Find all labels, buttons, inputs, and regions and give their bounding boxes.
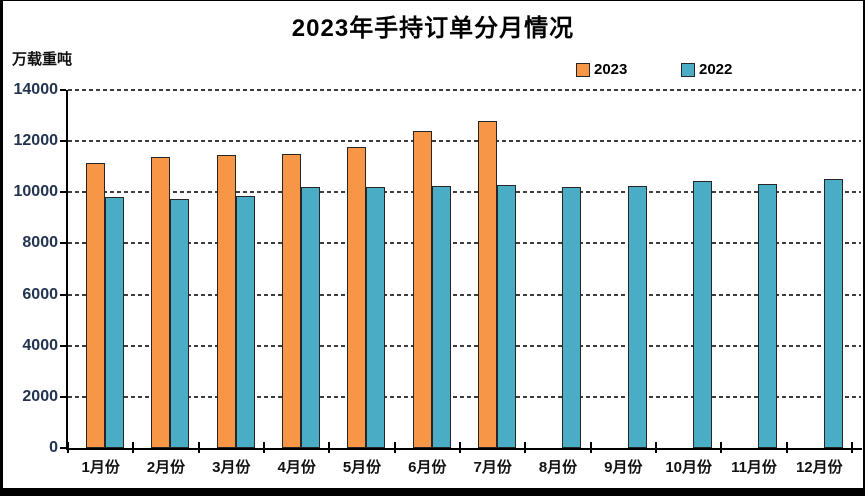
bar-2022-7月份 [497, 184, 516, 448]
bar-2022-3月份 [235, 195, 255, 448]
x-axis-tick [263, 442, 265, 453]
y-tick-label: 12000 [13, 132, 59, 150]
chart-title: 2023年手持订单分月情况 [291, 15, 575, 42]
legend-label-2022: 2022 [699, 61, 733, 78]
legend-item-2022: 2022 [681, 61, 732, 78]
bar-2022-9月份 [627, 186, 647, 448]
bar-2022-10月份 [693, 180, 712, 448]
y-axis-tick [60, 447, 66, 449]
bar-2022-8月份 [562, 187, 582, 448]
bar-2023-6月份 [412, 131, 432, 448]
gridline-6000 [68, 293, 861, 296]
bar-2022-5月份 [366, 187, 386, 448]
bar-2023-5月份 [347, 146, 367, 448]
x-axis-tick [197, 442, 200, 453]
x-tick-label: 5月份 [342, 459, 382, 476]
legend-swatch-2022-icon [681, 62, 695, 77]
bar-2023-1月份 [86, 163, 105, 448]
x-axis-tick [328, 442, 331, 453]
bar-2022-4月份 [301, 186, 320, 448]
bar-2022-2月份 [170, 199, 190, 448]
x-tick-label: 1月份 [81, 459, 120, 476]
y-tick-label: 2000 [22, 387, 58, 405]
x-tick-label: 3月份 [212, 459, 251, 476]
bar-2022-12月份 [823, 178, 843, 448]
x-tick-label: 11月份 [731, 459, 777, 476]
y-axis-tick [60, 242, 66, 245]
y-axis-tick [60, 140, 66, 143]
x-axis-tick [851, 442, 853, 453]
y-axis-line [66, 90, 68, 450]
y-tick-label: 10000 [13, 183, 59, 201]
gridline-8000 [68, 242, 861, 245]
y-axis-tick [60, 395, 66, 398]
legend-swatch-2023-icon [576, 62, 590, 77]
bar-2022-6月份 [431, 186, 451, 448]
y-tick-label: 0 [49, 439, 58, 456]
y-tick-label: 14000 [13, 81, 59, 98]
legend-item-2023: 2023 [576, 61, 627, 78]
y-axis-tick [60, 191, 66, 194]
x-axis-tick [67, 442, 69, 453]
bar-2023-7月份 [478, 121, 497, 448]
x-tick-label: 9月份 [604, 459, 643, 476]
x-tick-label: 6月份 [408, 459, 447, 476]
y-axis-tick [60, 293, 66, 296]
bar-2022-1月份 [105, 197, 124, 448]
x-axis-tick [132, 442, 135, 453]
y-tick-label: 6000 [22, 285, 58, 303]
x-tick-label: 4月份 [277, 459, 316, 476]
gridline-2000 [68, 395, 861, 398]
x-tick-label: 10月份 [665, 459, 712, 476]
legend-label-2023: 2023 [594, 61, 628, 78]
x-tick-label: 7月份 [473, 459, 512, 476]
bar-2023-2月份 [151, 156, 171, 448]
y-tick-label: 8000 [22, 234, 58, 252]
x-axis-tick [720, 442, 723, 453]
x-axis-tick [785, 442, 788, 453]
x-axis-tick [524, 442, 527, 453]
x-axis-tick [655, 442, 657, 453]
y-axis-unit-label: 万载重吨 [12, 51, 73, 68]
bar-2023-4月份 [282, 153, 301, 448]
gridline-4000 [68, 344, 861, 347]
y-axis-tick [60, 344, 66, 347]
x-tick-label: 8月份 [538, 459, 578, 476]
gridline-14000 [68, 89, 861, 91]
x-axis-tick [589, 442, 592, 453]
y-axis-tick [60, 89, 66, 91]
y-tick-label: 4000 [22, 336, 58, 354]
plot-area: 0 2000 4000 6000 8000 10000 12000 14000 1月份 2月份 3月… [14, 81, 862, 476]
gridline-12000 [68, 140, 861, 143]
x-tick-label: 12月份 [795, 459, 843, 476]
bar-2022-11月份 [758, 184, 778, 448]
x-axis-tick [459, 442, 461, 453]
x-axis-tick [393, 442, 396, 453]
x-axis-line [66, 448, 862, 450]
gridline-10000 [68, 191, 861, 194]
bar-2023-3月份 [216, 154, 236, 448]
x-tick-label: 2月份 [146, 459, 186, 476]
